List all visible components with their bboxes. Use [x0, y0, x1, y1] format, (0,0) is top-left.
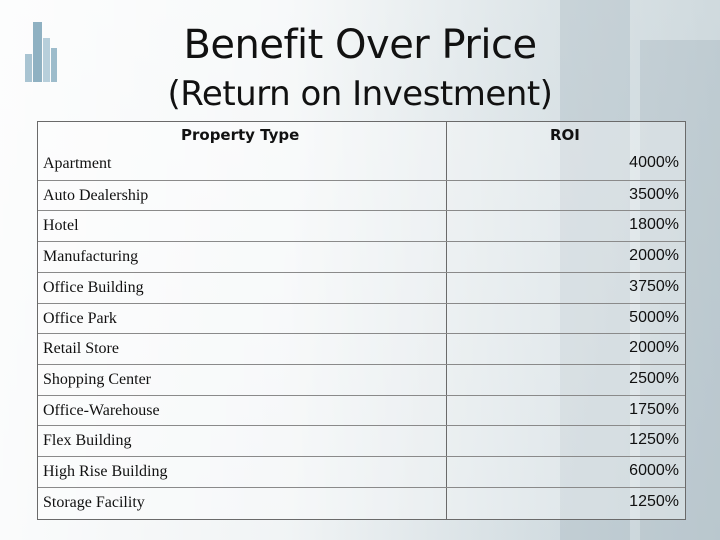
property-type-cell: Office Park: [43, 310, 117, 328]
property-type-cell: Flex Building: [43, 432, 131, 450]
property-type-cell: Storage Facility: [43, 494, 145, 512]
roi-cell: 4000%: [629, 154, 679, 172]
table-row: Hotel 1800%: [38, 210, 685, 242]
table-row: Apartment 4000%: [38, 149, 685, 180]
property-type-cell: Office Building: [43, 279, 144, 297]
header-property-type: Property Type: [181, 126, 299, 144]
roi-cell: 1750%: [629, 401, 679, 419]
table-row: Retail Store 2000%: [38, 333, 685, 365]
slide-subtitle: (Return on Investment): [0, 74, 720, 114]
roi-cell: 2000%: [629, 247, 679, 265]
table-row: Office Park 5000%: [38, 303, 685, 335]
table-row: Shopping Center 2500%: [38, 364, 685, 396]
roi-cell: 6000%: [629, 462, 679, 480]
table-row: Manufacturing 2000%: [38, 241, 685, 273]
property-type-cell: Hotel: [43, 217, 79, 235]
roi-table: Property Type ROI Apartment 4000% Auto Dea…: [37, 121, 686, 520]
table-row: Office Building 3750%: [38, 272, 685, 304]
table-row: Auto Dealership 3500%: [38, 180, 685, 212]
property-type-cell: Office-Warehouse: [43, 402, 160, 420]
slide-title: Benefit Over Price: [0, 22, 720, 68]
roi-cell: 3500%: [629, 186, 679, 204]
roi-cell: 2000%: [629, 339, 679, 357]
property-type-cell: Manufacturing: [43, 248, 138, 266]
roi-cell: 1250%: [629, 431, 679, 449]
roi-cell: 1800%: [629, 216, 679, 234]
roi-cell: 2500%: [629, 370, 679, 388]
property-type-cell: Retail Store: [43, 340, 119, 358]
property-type-cell: Auto Dealership: [43, 187, 148, 205]
property-type-cell: Apartment: [43, 155, 111, 173]
table-header: Property Type ROI: [38, 122, 685, 149]
table-row: Storage Facility 1250%: [38, 487, 685, 519]
roi-cell: 5000%: [629, 309, 679, 327]
header-roi: ROI: [550, 126, 580, 144]
table-row: High Rise Building 6000%: [38, 456, 685, 488]
property-type-cell: Shopping Center: [43, 371, 151, 389]
property-type-cell: High Rise Building: [43, 463, 167, 481]
roi-cell: 1250%: [629, 493, 679, 511]
roi-cell: 3750%: [629, 278, 679, 296]
table-row: Office-Warehouse 1750%: [38, 395, 685, 427]
table-row: Flex Building 1250%: [38, 425, 685, 457]
